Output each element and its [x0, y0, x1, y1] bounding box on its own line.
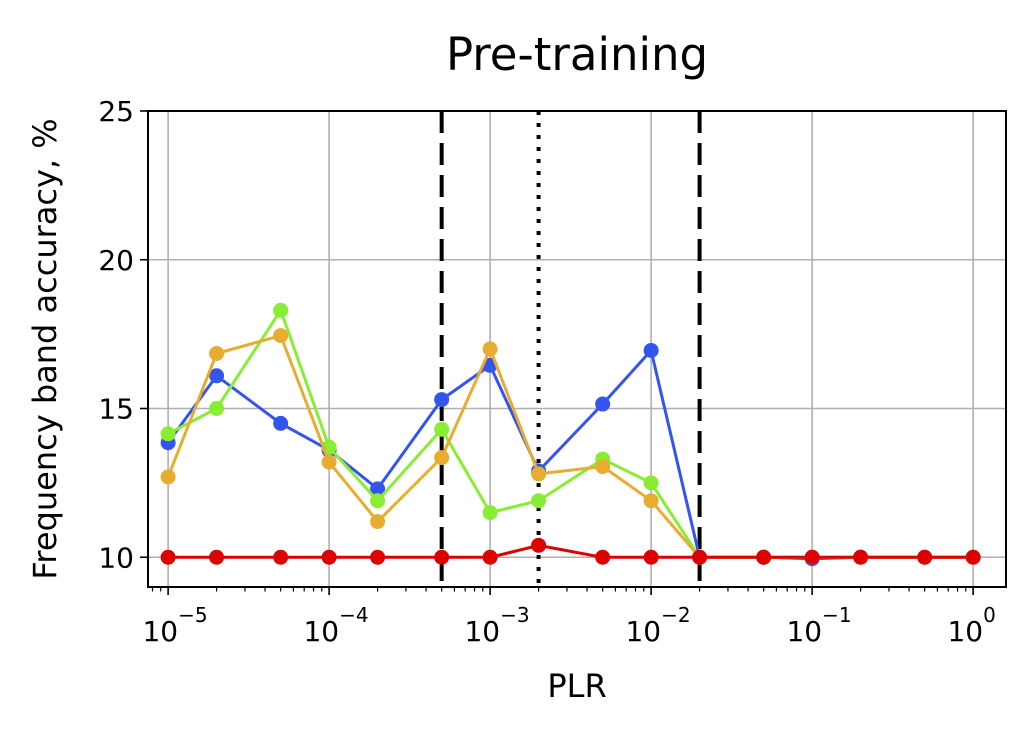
- data-point: [482, 505, 498, 521]
- y-axis: 10 15 20 25: [98, 95, 148, 574]
- data-point: [321, 549, 337, 565]
- data-point: [595, 549, 611, 565]
- data-point: [370, 493, 386, 509]
- x-axis: 10 −5 10 −4 10 −3 10 −2 10 −1 10 0: [142, 587, 996, 648]
- y-tick-label: 15: [98, 393, 134, 426]
- grid: [148, 110, 1006, 587]
- x-axis-label: PLR: [547, 667, 606, 705]
- data-point: [160, 469, 176, 485]
- x-tick-exponent: 0: [983, 603, 996, 627]
- y-tick-label: 20: [98, 244, 134, 277]
- data-point: [209, 345, 225, 361]
- x-tick-exponent: −1: [822, 603, 851, 627]
- data-point: [482, 549, 498, 565]
- x-tick-exponent: −4: [339, 603, 368, 627]
- data-point: [273, 549, 289, 565]
- x-tick-label: 10: [303, 615, 339, 648]
- data-point: [370, 549, 386, 565]
- data-point: [370, 481, 386, 497]
- data-point: [273, 302, 289, 318]
- data-point: [209, 549, 225, 565]
- reference-lines: [439, 111, 702, 587]
- data-point: [643, 493, 659, 509]
- data-point: [321, 454, 337, 470]
- x-tick-exponent: −5: [178, 603, 207, 627]
- data-point: [595, 396, 611, 412]
- data-point: [273, 415, 289, 431]
- data-point: [692, 549, 708, 565]
- data-point: [531, 537, 547, 553]
- plot-frame: [147, 110, 1007, 588]
- data-point: [434, 392, 450, 408]
- x-tick-exponent: −3: [500, 603, 529, 627]
- y-tick-label: 10: [98, 541, 134, 574]
- data-point: [434, 450, 450, 466]
- series-line: [166, 349, 974, 561]
- x-tick-exponent: −2: [661, 603, 690, 627]
- y-tick-label: 25: [98, 95, 134, 128]
- series-3: [160, 328, 981, 565]
- series-layer: [160, 302, 981, 567]
- series-line: [168, 543, 974, 559]
- x-tick-label: 10: [625, 615, 661, 648]
- data-point: [160, 549, 176, 565]
- data-point: [482, 341, 498, 357]
- data-point: [756, 549, 772, 565]
- data-point: [209, 401, 225, 416]
- x-tick-label: 10: [142, 615, 178, 648]
- data-point: [643, 475, 659, 491]
- chart-title: Pre-training: [446, 28, 708, 81]
- data-point: [643, 342, 659, 358]
- data-point: [370, 514, 386, 530]
- data-point: [273, 328, 289, 344]
- y-axis-label: Frequency band accuracy, %: [26, 118, 64, 579]
- data-point: [209, 368, 225, 384]
- data-point: [804, 549, 820, 565]
- x-tick-label: 10: [947, 615, 983, 648]
- data-point: [531, 493, 547, 509]
- series-line: [166, 334, 974, 559]
- x-tick-label: 10: [786, 615, 822, 648]
- series-line: [167, 308, 974, 559]
- data-point: [434, 549, 450, 565]
- series-4: [160, 537, 981, 565]
- data-point: [595, 459, 611, 475]
- data-point: [160, 426, 176, 442]
- data-point: [917, 549, 933, 565]
- x-tick-label: 10: [464, 615, 500, 648]
- data-point: [643, 549, 659, 565]
- series-1: [160, 342, 981, 567]
- data-point: [434, 421, 450, 437]
- data-point: [853, 549, 869, 565]
- data-point: [965, 549, 981, 565]
- data-point: [531, 466, 547, 482]
